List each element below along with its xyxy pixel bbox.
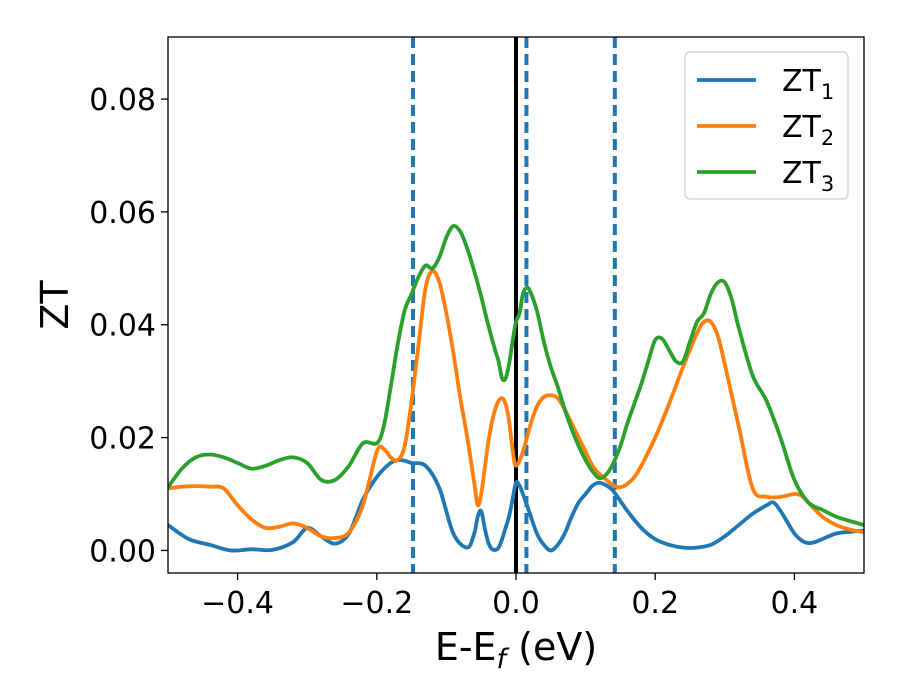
legend-items: ZT1 ZT2 ZT3 bbox=[697, 64, 834, 196]
x-tick-label: 0.4 bbox=[771, 586, 819, 621]
legend-label-zt1: ZT1 bbox=[782, 64, 834, 104]
y-tick-label: 0.08 bbox=[89, 83, 156, 118]
y-tick-label: 0.00 bbox=[89, 534, 156, 569]
y-tick-label: 0.02 bbox=[89, 422, 156, 457]
legend: ZT1 ZT2 ZT3 bbox=[684, 51, 849, 200]
y-tick-label: 0.04 bbox=[89, 309, 156, 344]
y-axis-title: ZT bbox=[33, 280, 77, 330]
series-line-zt3 bbox=[168, 223, 864, 527]
series-line-zt1 bbox=[168, 458, 864, 553]
x-axis-ticks: −0.4 −0.2 0.0 0.2 0.4 bbox=[201, 573, 818, 621]
x-tick-label: 0.2 bbox=[631, 586, 679, 621]
y-tick-label: 0.06 bbox=[89, 196, 156, 231]
x-axis-title: E-Ef (eV) bbox=[435, 625, 597, 675]
legend-label-zt3: ZT3 bbox=[782, 156, 834, 196]
y-axis-ticks: 0.00 0.02 0.04 0.06 0.08 bbox=[89, 83, 168, 569]
x-tick-label: −0.4 bbox=[201, 586, 274, 621]
x-tick-label: 0.0 bbox=[492, 586, 540, 621]
legend-label-zt2: ZT2 bbox=[782, 110, 834, 150]
series-lines bbox=[168, 223, 864, 553]
x-tick-label: −0.2 bbox=[340, 586, 413, 621]
legend-box bbox=[684, 51, 849, 200]
series-line-zt2 bbox=[168, 269, 864, 541]
